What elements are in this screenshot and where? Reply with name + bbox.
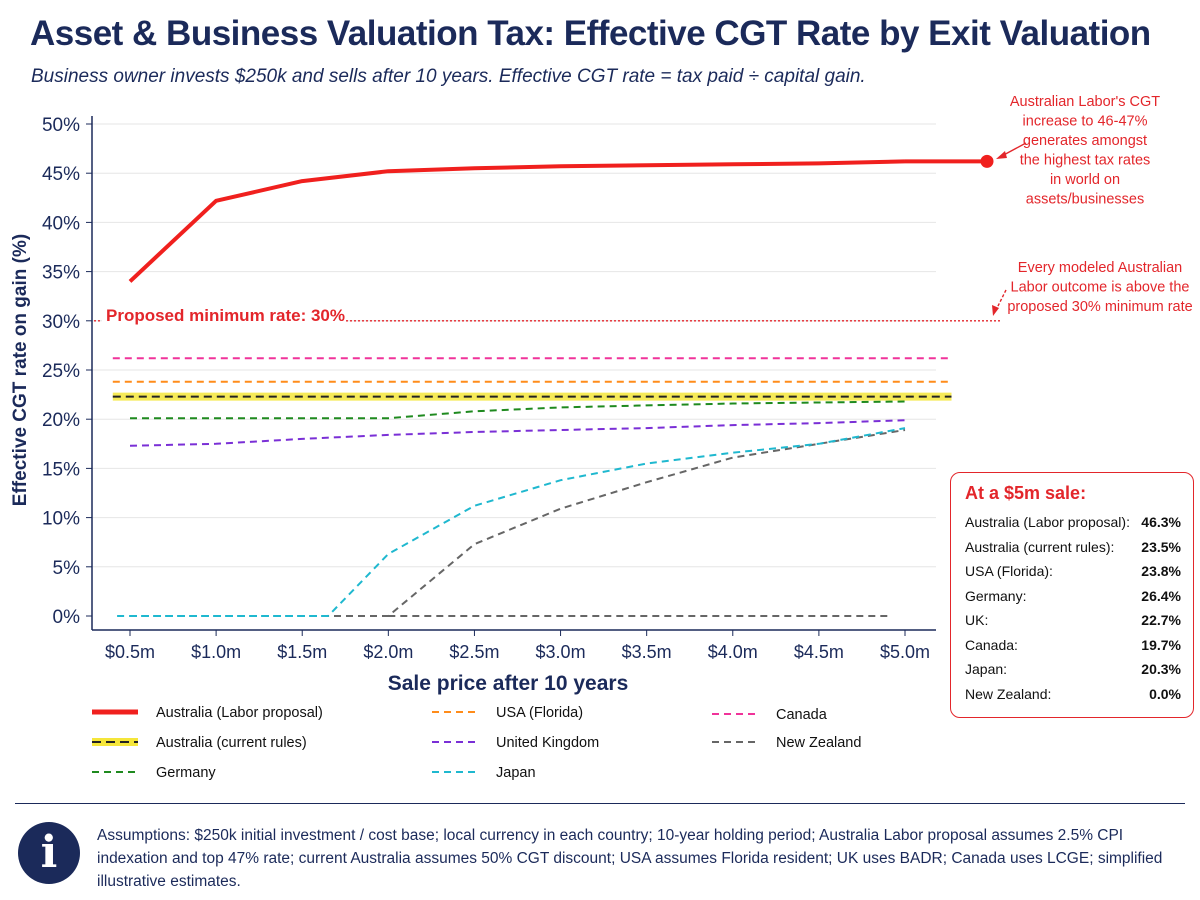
x-tick-label: $2.5m: [449, 642, 499, 662]
y-tick-label: 45%: [42, 164, 80, 185]
callout-row-value: 26.4%: [1141, 587, 1181, 604]
annotation-line: Labor outcome is above the: [1011, 280, 1190, 296]
x-tick-label: $1.5m: [277, 642, 327, 662]
callout-row-label: Canada:: [965, 636, 1018, 653]
annotation-line: Australian Labor's CGT: [1010, 94, 1160, 110]
callout-row: UK: 22.7%: [965, 608, 1181, 633]
annotation-line: assets/businesses: [1026, 192, 1144, 208]
y-axis-label: Effective CGT rate on gain (%): [10, 234, 31, 506]
annotation-line: proposed 30% minimum rate: [1007, 299, 1192, 315]
annotation-arrowhead: [992, 305, 999, 316]
callout-row: USA (Florida): 23.8%: [965, 559, 1181, 584]
series-line-germany: [130, 400, 906, 420]
y-tick-label: 25%: [42, 361, 80, 382]
annotation-line: in world on: [1050, 172, 1120, 188]
reference-label-bg: [102, 304, 346, 327]
y-tick-label: 20%: [42, 410, 80, 431]
legend-label: United Kingdom: [496, 735, 599, 751]
annotation-arrow: [995, 289, 1007, 311]
footer-divider: [15, 803, 1185, 804]
x-tick-label: $0.5m: [105, 642, 155, 662]
x-tick-label: $4.5m: [794, 642, 844, 662]
x-tick-label: $3.5m: [622, 642, 672, 662]
callout-row: Germany: 26.4%: [965, 584, 1181, 609]
legend-label: Australia (current rules): [156, 735, 307, 751]
y-tick-label: 10%: [42, 509, 80, 530]
callout-row-value: 46.3%: [1141, 514, 1181, 530]
y-tick-label: 50%: [42, 115, 80, 136]
callout-row-label: Australia (current rules):: [965, 538, 1115, 555]
callout-row-value: 22.7%: [1141, 612, 1181, 628]
x-tick-label: $2.0m: [363, 642, 413, 662]
annotation-line: Every modeled Australian: [1018, 260, 1182, 276]
chart-subtitle: Business owner invests $250k and sells a…: [31, 66, 866, 87]
legend-label: Canada: [776, 707, 828, 723]
y-tick-label: 30%: [42, 312, 80, 333]
chart-title: Asset & Business Valuation Tax: Effectiv…: [30, 14, 1151, 53]
x-tick-label: $1.0m: [191, 642, 241, 662]
callout-row: Japan: 20.3%: [965, 657, 1181, 682]
callout-row-label: New Zealand:: [965, 685, 1052, 702]
callout-title: At a $5m sale:: [965, 483, 1087, 503]
callout-row-value: 23.5%: [1141, 538, 1181, 555]
legend-label: Australia (Labor proposal): [156, 705, 323, 721]
callout-row: Canada: 19.7%: [965, 633, 1181, 658]
callout-row: Australia (Labor proposal): 46.3%: [965, 510, 1181, 535]
annotation-line: increase to 46-47%: [1023, 114, 1148, 130]
y-tick-label: 0%: [53, 607, 81, 628]
y-tick-label: 35%: [42, 263, 80, 284]
callout-box: At a $5m sale: Australia (Labor proposal…: [950, 472, 1194, 718]
reference-line-label: Proposed minimum rate: 30%: [106, 306, 345, 325]
callout-row-label: Australia (Labor proposal):: [965, 514, 1130, 530]
callout-row-value: 20.3%: [1141, 661, 1181, 677]
annotation-line: generates amongst: [1023, 133, 1147, 149]
y-tick-label: 40%: [42, 213, 80, 234]
callout-row: Australia (current rules): 23.5%: [965, 535, 1181, 560]
series-line-new-zealand: [130, 429, 906, 617]
legend-label: Japan: [496, 765, 536, 781]
callout-row-label: Japan:: [965, 661, 1008, 677]
x-tick-label: $3.0m: [536, 642, 586, 662]
legend-label: New Zealand: [776, 735, 861, 751]
callout-row-value: 23.8%: [1141, 563, 1181, 579]
annotation-arrowhead: [996, 151, 1007, 159]
series-line-united-kingdom: [129, 419, 906, 447]
callout-row-label: UK:: [965, 612, 989, 628]
callout-row-label: Germany:: [965, 587, 1027, 604]
legend-label: Germany: [156, 765, 216, 781]
info-icon: i: [18, 822, 80, 884]
annotation-line: the highest tax rates: [1020, 153, 1151, 169]
callout-row-value: 0.0%: [1149, 685, 1181, 702]
legend-label: USA (Florida): [496, 705, 583, 721]
callout-row-label: USA (Florida):: [965, 563, 1053, 579]
x-tick-label: $5.0m: [880, 642, 930, 662]
y-tick-label: 15%: [42, 459, 80, 480]
assumptions-text: Assumptions: $250k initial investment / …: [97, 827, 1163, 890]
series-line-japan: [130, 427, 906, 617]
cgt-line-chart: 0% 5% 10% 15% 20% 25% 30% 35% 40% 45% 50% $0.5m $1.0…: [10, 94, 1193, 781]
series-line-australia-labor: [128, 159, 906, 283]
x-axis-label: Sale price after 10 years: [388, 672, 629, 695]
callout-row-value: 19.7%: [1141, 636, 1181, 653]
callout-rows: Australia (Labor proposal): 46.3% Australi…: [965, 510, 1181, 706]
x-tick-label: $4.0m: [708, 642, 758, 662]
y-tick-label: 5%: [53, 558, 81, 579]
callout-row: New Zealand: 0.0%: [965, 682, 1181, 707]
